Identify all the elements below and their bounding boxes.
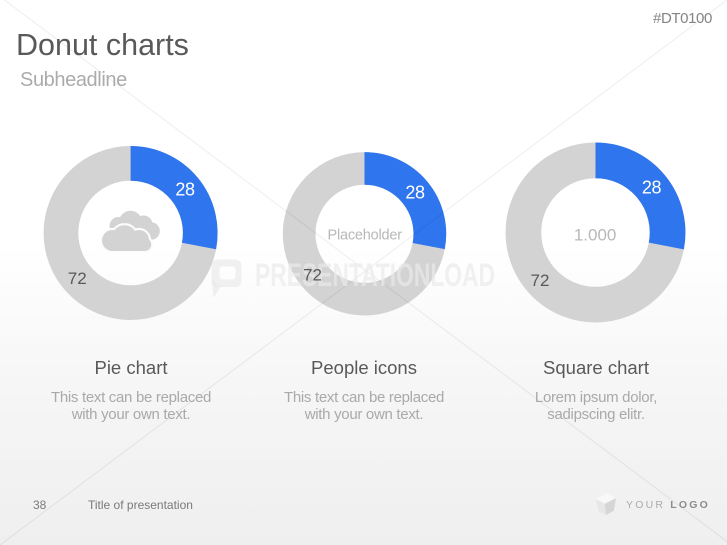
svg-text:28: 28 bbox=[175, 180, 195, 200]
svg-text:72: 72 bbox=[303, 266, 322, 285]
svg-text:72: 72 bbox=[68, 269, 87, 288]
svg-text:28: 28 bbox=[642, 178, 662, 198]
svg-text:28: 28 bbox=[405, 183, 425, 203]
svg-text:1.000: 1.000 bbox=[574, 226, 617, 245]
svg-text:72: 72 bbox=[531, 271, 550, 290]
svg-text:Placeholder: Placeholder bbox=[328, 228, 403, 244]
svg-text:PRESENTATIONLOAD: PRESENTATIONLOAD bbox=[255, 257, 495, 293]
